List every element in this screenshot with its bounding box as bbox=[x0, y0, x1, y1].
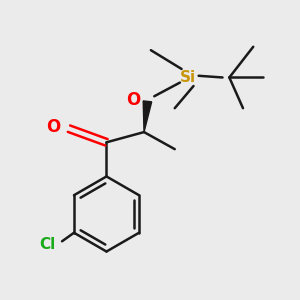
Text: Si: Si bbox=[180, 70, 196, 85]
Text: O: O bbox=[126, 91, 141, 109]
Text: Cl: Cl bbox=[39, 237, 55, 252]
Text: O: O bbox=[46, 118, 60, 136]
Polygon shape bbox=[143, 101, 152, 132]
